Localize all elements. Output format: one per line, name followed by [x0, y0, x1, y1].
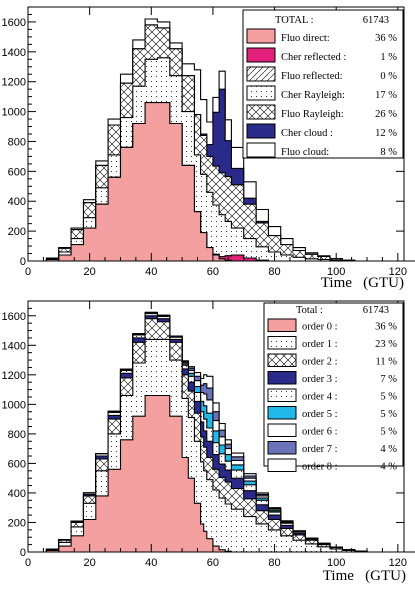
chart-bottom-legend-label-order-3: order 3 : — [302, 374, 338, 385]
chart-bottom-x-tick-label: 0 — [25, 557, 31, 569]
chart-bottom-legend-swatch-order-2 — [267, 353, 297, 367]
chart-bottom-legend-percent-order-7: 4 % — [380, 444, 397, 455]
chart-top-legend: TOTAL : 61743 Fluo direct: 36 % Cher reflect… — [242, 9, 404, 159]
chart-top-x-tick-label: 40 — [145, 266, 157, 278]
chart-top-y-tick-label: 600 — [8, 166, 26, 178]
chart-bottom-legend-label-order-7: order 7 : — [302, 444, 338, 455]
chart-bottom-y-tick-label: 0 — [20, 547, 26, 559]
chart-bottom-legend-label-order-8: order 8 : — [302, 462, 338, 473]
chart-bottom-y-tick-label: 600 — [8, 458, 26, 470]
chart-bottom-legend-label-order-5: order 5 : — [302, 409, 338, 420]
chart-top-legend-swatch-cher-reflected — [246, 47, 276, 63]
chart-bottom-legend-swatch-order-0 — [267, 318, 297, 332]
chart-top-x-tick-label: 20 — [84, 266, 96, 278]
chart-top: 0 20 40 60 80 100 1200200400600800100012001400… — [2, 6, 415, 291]
chart-top-x-tick-label: 100 — [327, 266, 345, 278]
chart-bottom-legend-percent-order-5: 5 % — [380, 409, 397, 420]
chart-bottom-legend-percent-order-8: 4 % — [380, 462, 397, 473]
chart-bottom-legend-label-order-4: order 4 : — [302, 392, 338, 403]
chart-top-legend-percent-fluo-cloud: 8 % — [380, 147, 397, 158]
chart-bottom-legend-swatch-order-7 — [267, 441, 297, 455]
chart-top-legend-swatch-fluo-direct — [246, 28, 276, 44]
chart-bottom-x-tick-label: 100 — [327, 557, 345, 569]
chart-bottom-legend-percent-order-1: 23 % — [375, 339, 397, 350]
chart-bottom-legend-swatch-order-1 — [267, 336, 297, 350]
chart-bottom-legend-label-order-2: order 2 : — [302, 357, 338, 368]
chart-top-legend-label-fluo-reflected: Fluo reflected: — [281, 71, 343, 82]
chart-bottom-legend-percent-order-6: 5 % — [380, 427, 397, 438]
chart-top-legend-percent-fluo-reflected: 0 % — [380, 71, 397, 82]
chart-bottom-legend-percent-order-4: 5 % — [380, 392, 397, 403]
chart-top-legend-label-cher-rayleigh: Cher Rayleigh: — [281, 90, 345, 101]
chart-top-y-tick-label: 800 — [8, 136, 26, 148]
chart-bottom-y-tick-label: 800 — [8, 429, 26, 441]
chart-bottom-legend-total-value: 61743 — [363, 305, 389, 316]
chart-bottom-y-tick-label: 200 — [8, 517, 26, 529]
chart-top-legend-swatch-cher-cloud — [246, 123, 276, 139]
chart-bottom-legend-percent-order-2: 11 % — [376, 357, 398, 368]
chart-top-x-axis-label: Time (GTU) — [321, 275, 404, 291]
chart-bottom-legend-label-order-6: order 6 : — [302, 427, 338, 438]
chart-top-legend-swatch-fluo-cloud — [246, 142, 276, 158]
chart-bottom-x-tick-label: 60 — [207, 557, 219, 569]
chart-bottom-y-tick-label: 1400 — [2, 340, 26, 352]
chart-bottom-y-tick-label: 1000 — [2, 399, 26, 411]
chart-top-y-tick-label: 1200 — [2, 77, 26, 89]
chart-top-y-tick-label: 1400 — [2, 47, 26, 59]
chart-bottom-legend-swatch-order-4 — [267, 388, 297, 402]
chart-bottom-x-tick-label: 80 — [268, 557, 280, 569]
chart-top-y-tick-label: 1600 — [2, 17, 26, 29]
chart-top-legend-percent-fluo-rayleigh: 26 % — [375, 109, 397, 120]
chart-top-legend-percent-cher-cloud: 12 % — [375, 128, 397, 139]
chart-top-legend-swatch-fluo-rayleigh — [246, 104, 276, 120]
chart-bottom-legend-swatch-order-6 — [267, 423, 297, 437]
chart-bottom-y-tick-label: 1600 — [2, 311, 26, 323]
chart-top-x-tick-label: 60 — [207, 266, 219, 278]
chart-top-x-tick-label: 120 — [389, 266, 407, 278]
chart-top-legend-label-fluo-cloud: Fluo cloud: — [281, 147, 329, 158]
chart-top-y-tick-label: 400 — [8, 196, 26, 208]
chart-top-legend-label-fluo-rayleigh: Fluo Rayleigh: — [281, 109, 344, 120]
chart-top-legend-swatch-cher-rayleigh — [246, 85, 276, 101]
chart-bottom: 0 20 40 60 80 100 1200200400600800100012001400… — [2, 300, 415, 584]
chart-top-x-tick-label: 0 — [25, 266, 31, 278]
chart-bottom-legend-percent-order-3: 7 % — [380, 374, 397, 385]
chart-top-legend-swatch-fluo-reflected — [246, 66, 276, 82]
chart-top-y-tick-label: 0 — [20, 256, 26, 268]
chart-bottom-x-axis-label: Time (GTU) — [323, 568, 406, 584]
chart-top-legend-label-cher-cloud: Cher cloud : — [281, 128, 333, 139]
chart-bottom-legend: Total : 61743 order 0 : 36 % order 1 : 23 % or… — [263, 302, 404, 473]
chart-top-areas — [45, 18, 415, 262]
chart-top-y-tick-label: 1000 — [2, 107, 26, 119]
chart-top-legend-percent-cher-reflected: 1 % — [380, 52, 397, 63]
chart-bottom-x-tick-label: 20 — [84, 557, 96, 569]
chart-top-legend-total-label: TOTAL : — [275, 15, 314, 26]
chart-top-legend-percent-fluo-direct: 36 % — [375, 33, 397, 44]
chart-bottom-legend-swatch-order-3 — [267, 371, 297, 385]
chart-bottom-y-tick-label: 1200 — [2, 370, 26, 382]
chart-bottom-legend-swatch-order-5 — [267, 406, 297, 420]
chart-top-legend-label-cher-reflected: Cher reflected : — [281, 52, 346, 63]
chart-bottom-legend-label-order-1: order 1 : — [302, 339, 338, 350]
chart-bottom-legend-swatch-order-8 — [267, 458, 297, 472]
chart-bottom-x-tick-label: 40 — [145, 557, 157, 569]
chart-bottom-legend-total-label: Total : — [296, 305, 323, 316]
chart-bottom-legend-percent-order-0: 36 % — [375, 322, 397, 333]
chart-top-legend-total-value: 61743 — [363, 15, 389, 26]
chart-bottom-x-tick-label: 120 — [389, 557, 407, 569]
chart-top-legend-percent-cher-rayleigh: 17 % — [375, 90, 397, 101]
chart-bottom-legend-label-order-0: order 0 : — [302, 322, 338, 333]
chart-top-y-tick-label: 200 — [8, 226, 26, 238]
chart-top-x-tick-label: 80 — [268, 266, 280, 278]
chart-top-legend-label-fluo-direct: Fluo direct: — [281, 33, 330, 44]
chart-bottom-y-tick-label: 400 — [8, 488, 26, 500]
chart-bottom-areas — [45, 311, 415, 553]
